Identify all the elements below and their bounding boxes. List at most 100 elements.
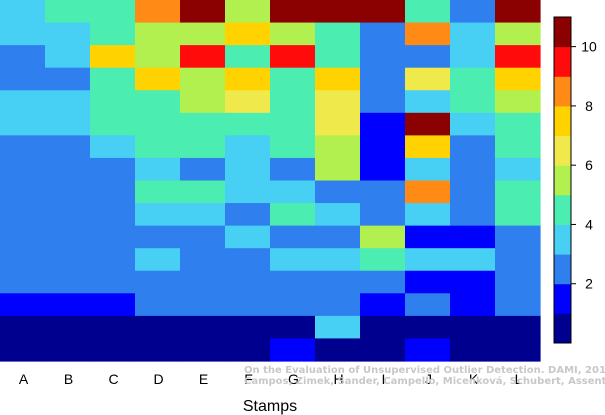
x-tick-label: G [288,371,299,387]
heatmap-cell [135,225,181,249]
heatmap-cell [495,135,541,159]
heatmap-cell [90,157,136,182]
heatmap-cell [225,112,271,136]
heatmap-cell [405,338,451,362]
heatmap-cell [315,67,361,91]
heatmap-cell [495,338,541,362]
heatmap-cell [360,315,406,340]
colorbar-segment [554,105,571,137]
heatmap-cell [450,225,496,249]
heatmap-cell [180,22,226,46]
heatmap-cell [495,315,541,340]
x-tick-label: E [199,371,208,387]
colorbar-segment [554,46,571,77]
heatmap-cell [270,270,316,294]
heatmap-cell [405,135,451,159]
heatmap-cell [315,225,361,249]
x-tick-label: H [333,371,343,387]
heatmap-cell [135,0,181,24]
heatmap-cell [270,67,316,91]
heatmap-cell [225,135,271,159]
heatmap-cell [315,90,361,114]
heatmap-cell [90,180,136,204]
heatmap-cell [405,225,451,249]
heatmap-cell [0,293,46,317]
heatmap-cell [450,248,496,272]
heatmap-cell [45,203,91,227]
heatmap-cell [360,67,406,91]
heatmap-cell [405,270,451,294]
heatmap-cell [0,112,46,136]
heatmap-cell [0,225,46,249]
heatmap-cell [90,248,136,272]
heatmap-cell [0,22,46,46]
colorbar-frame [553,16,572,344]
heatmap-cell [180,112,226,136]
heatmap-cell [225,22,271,46]
heatmap-cell [270,112,316,136]
heatmap-cell [225,293,271,317]
heatmap-cell [315,180,361,204]
x-tick-label: K [469,371,479,387]
heatmap-cell [315,270,361,294]
heatmap-cell [0,67,46,91]
heatmap-cell [450,157,496,182]
heatmap-cell [270,203,316,227]
heatmap-cell [90,22,136,46]
heatmap-cell [180,135,226,159]
colorbar-segment [554,165,571,196]
heatmap-cell [405,0,451,24]
heatmap-cell [90,45,136,69]
heatmap-cell [270,157,316,182]
colorbar-tick-label: 2 [585,276,593,292]
x-tick-labels: A B C D E F G H I J K L [19,371,523,387]
heatmap-cell [360,225,406,249]
heatmap-cell [0,157,46,182]
heatmap-cell [315,338,361,362]
x-tick-label: B [64,371,73,387]
heatmap-cell [45,338,91,362]
heatmap-cell [225,248,271,272]
heatmap-cell [225,45,271,69]
heatmap-cell [270,180,316,204]
heatmap-cell [135,112,181,136]
heatmap-cell [225,0,271,24]
heatmap-cell [315,293,361,317]
heatmap-cell [180,45,226,69]
heatmap-cell [225,90,271,114]
heatmap-cell [315,0,361,24]
heatmap-cell [90,112,136,136]
heatmap-cell [360,248,406,272]
colorbar-tick-label: 8 [585,98,593,114]
heatmap-cell [360,0,406,24]
heatmap-cell [495,248,541,272]
x-axis-title: Stamps [243,398,297,415]
heatmap-cell [405,180,451,204]
heatmap-cell [495,67,541,91]
watermark-line-1: On the Evaluation of Unsupervised Outlie… [244,365,605,376]
heatmap-cell [270,45,316,69]
heatmap-cell [495,293,541,317]
heatmap-cell [360,338,406,362]
heatmap-cell [135,203,181,227]
heatmap-cell [360,112,406,136]
heatmap-cell [450,180,496,204]
heatmap-cell [180,248,226,272]
heatmap-cell [405,203,451,227]
heatmap-cell [270,248,316,272]
heatmap-cell [315,248,361,272]
heatmap-cell [0,315,46,340]
heatmap-cell [495,180,541,204]
heatmap-cell [225,270,271,294]
heatmap-cell [45,0,91,24]
heatmap-cell [495,225,541,249]
colorbar-segment [554,283,571,314]
heatmap-cell [135,248,181,272]
heatmap-cell [135,338,181,362]
heatmap-cell [360,180,406,204]
heatmap-cell [135,135,181,159]
heatmap-cell [495,203,541,227]
heatmap-cell [270,0,316,24]
heatmap-cell [180,157,226,182]
heatmap-cell [45,248,91,272]
